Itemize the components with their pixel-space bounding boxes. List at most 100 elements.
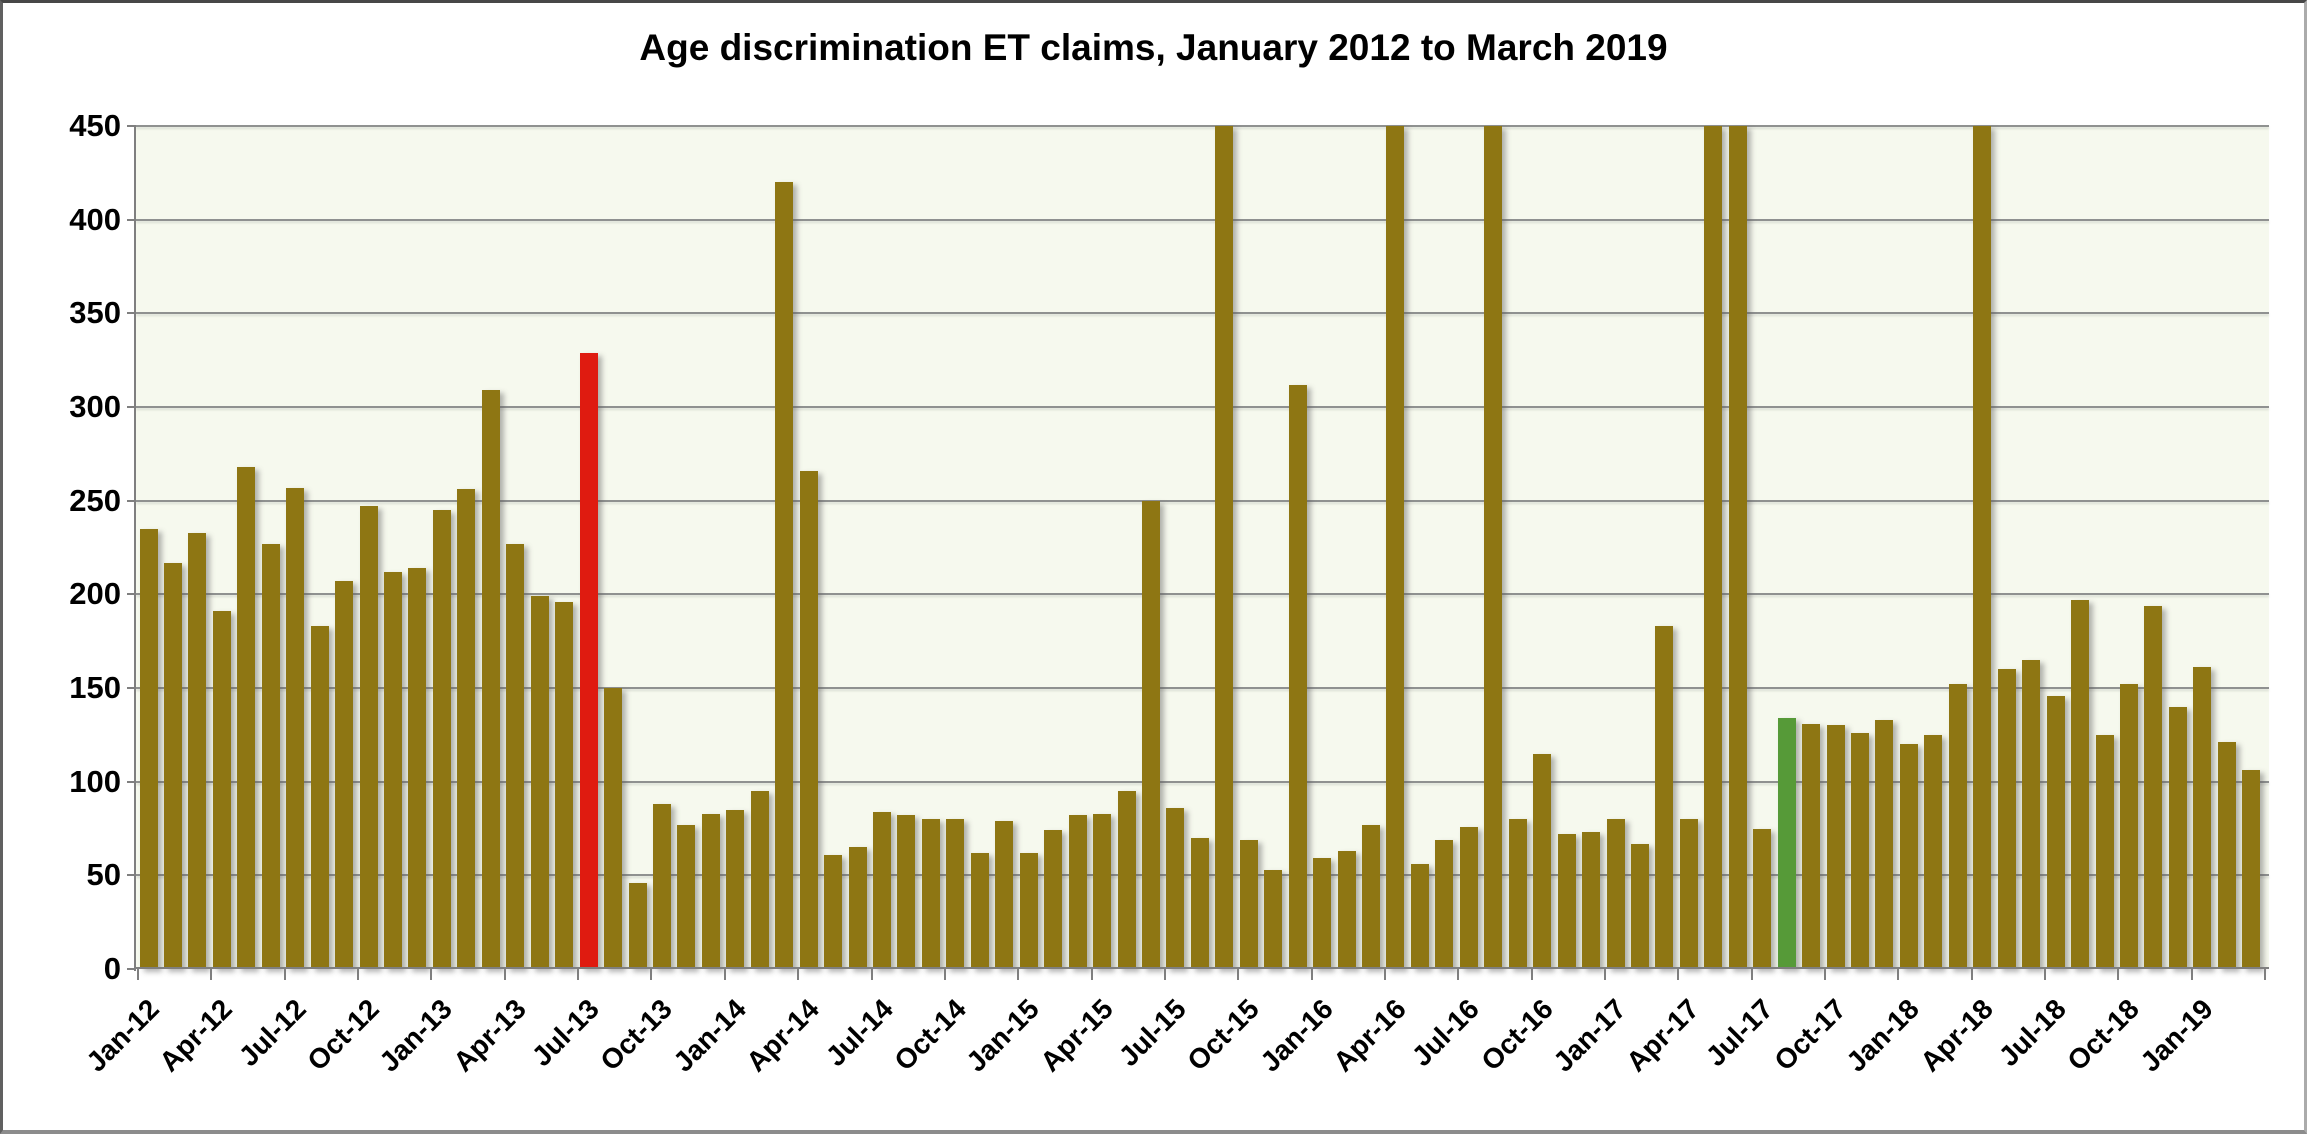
bar-Dec-15 [1288, 384, 1307, 969]
gridline-y-100 [136, 780, 2269, 783]
bar-Dec-12 [408, 568, 427, 969]
bar-May-13 [530, 596, 549, 969]
bar-Apr-14 [799, 470, 818, 969]
y-axis-label-0: 0 [103, 951, 121, 986]
bar-Apr-13 [506, 543, 525, 969]
bar-Mar-19 [2242, 770, 2261, 969]
x-tick-mark [870, 969, 873, 980]
x-tick-mark [650, 969, 653, 980]
y-tick-mark [127, 499, 136, 502]
y-tick-mark [127, 218, 136, 221]
y-tick-mark [127, 593, 136, 596]
gridline-y-200 [136, 593, 2269, 596]
bar-May-18 [1997, 669, 2016, 969]
bar-Apr-16 [1386, 126, 1405, 969]
bar-Dec-17 [1875, 719, 1894, 969]
x-tick-mark [1090, 969, 1093, 980]
x-tick-mark [2117, 969, 2120, 980]
y-tick-mark [127, 874, 136, 877]
gridline-y-400 [136, 218, 2269, 221]
bar-Oct-18 [2119, 684, 2138, 969]
x-tick-mark [1530, 969, 1533, 980]
x-tick-mark [1457, 969, 1460, 980]
y-axis-label-450: 450 [69, 108, 121, 143]
bar-Nov-16 [1557, 834, 1576, 969]
bar-Aug-18 [2071, 599, 2090, 969]
x-tick-mark [1677, 969, 1680, 980]
bar-Jan-13 [432, 510, 451, 969]
bar-Apr-15 [1093, 813, 1112, 969]
y-tick-mark [127, 406, 136, 408]
bar-Mar-18 [1948, 684, 1967, 969]
bar-May-12 [237, 466, 256, 969]
x-tick-mark [1970, 969, 1973, 980]
bar-Nov-14 [970, 852, 989, 969]
bar-May-16 [1410, 864, 1429, 969]
bar-Sep-15 [1215, 126, 1234, 969]
bar-Apr-17 [1679, 819, 1698, 969]
y-axis-line [134, 126, 136, 971]
bar-Feb-17 [1630, 843, 1649, 969]
bar-Mar-17 [1655, 626, 1674, 969]
bar-Jun-16 [1435, 839, 1454, 969]
bar-Jan-17 [1606, 819, 1625, 969]
bar-Dec-14 [995, 821, 1014, 969]
bar-May-15 [1117, 791, 1136, 969]
y-tick-mark [127, 312, 136, 315]
gridline-y-350 [136, 312, 2269, 315]
bar-Feb-15 [1044, 830, 1063, 969]
bar-Jan-14 [726, 809, 745, 969]
bar-Jun-14 [848, 847, 867, 969]
x-tick-mark [2190, 969, 2193, 980]
bar-Nov-15 [1264, 869, 1283, 969]
bar-Jun-18 [2022, 659, 2041, 969]
y-axis-label-250: 250 [69, 482, 121, 518]
bar-Oct-14 [946, 819, 965, 969]
bar-Aug-13 [604, 688, 623, 969]
gridline-y-300 [136, 406, 2269, 408]
x-tick-mark [1310, 969, 1313, 980]
bar-Jan-15 [1019, 852, 1038, 969]
bar-Feb-16 [1337, 850, 1356, 969]
bar-Sep-13 [628, 882, 647, 969]
bar-Oct-12 [359, 506, 378, 969]
x-tick-mark [1383, 969, 1386, 980]
bar-Aug-14 [897, 815, 916, 969]
x-tick-mark [1237, 969, 1240, 980]
y-axis-label-400: 400 [69, 201, 121, 237]
bar-Jun-12 [261, 543, 280, 969]
bar-Sep-12 [335, 581, 354, 969]
y-axis-label-300: 300 [69, 389, 121, 424]
bar-May-17 [1704, 126, 1723, 969]
bar-Jul-16 [1459, 826, 1478, 969]
bar-Dec-16 [1582, 832, 1601, 969]
x-tick-mark [1163, 969, 1166, 980]
bar-Nov-12 [384, 571, 402, 969]
bar-Jan-12 [139, 528, 158, 969]
bar-Aug-12 [310, 626, 329, 969]
x-tick-mark [1750, 969, 1753, 980]
bar-Jul-13 [579, 352, 598, 969]
bar-Feb-19 [2217, 742, 2236, 969]
bar-Jun-15 [1141, 500, 1160, 969]
y-axis-label-350: 350 [69, 295, 121, 331]
x-tick-mark [943, 969, 946, 980]
x-tick-mark [723, 969, 726, 980]
y-axis-label-150: 150 [69, 670, 121, 705]
bar-Feb-12 [163, 562, 182, 969]
bar-Sep-18 [2095, 734, 2114, 969]
x-tick-mark [357, 969, 360, 980]
bar-Mar-16 [1362, 824, 1380, 969]
bar-Apr-18 [1973, 126, 1992, 969]
bar-Apr-12 [212, 611, 231, 969]
bar-Dec-18 [2168, 706, 2187, 969]
bar-Jul-15 [1166, 807, 1185, 969]
bar-Aug-17 [1777, 717, 1796, 969]
bar-Mar-15 [1068, 815, 1087, 969]
bar-Oct-15 [1239, 839, 1258, 969]
x-tick-mark [2044, 969, 2047, 980]
bar-Nov-17 [1851, 732, 1869, 969]
bar-Nov-13 [677, 824, 696, 969]
x-axis-line [134, 967, 2269, 969]
